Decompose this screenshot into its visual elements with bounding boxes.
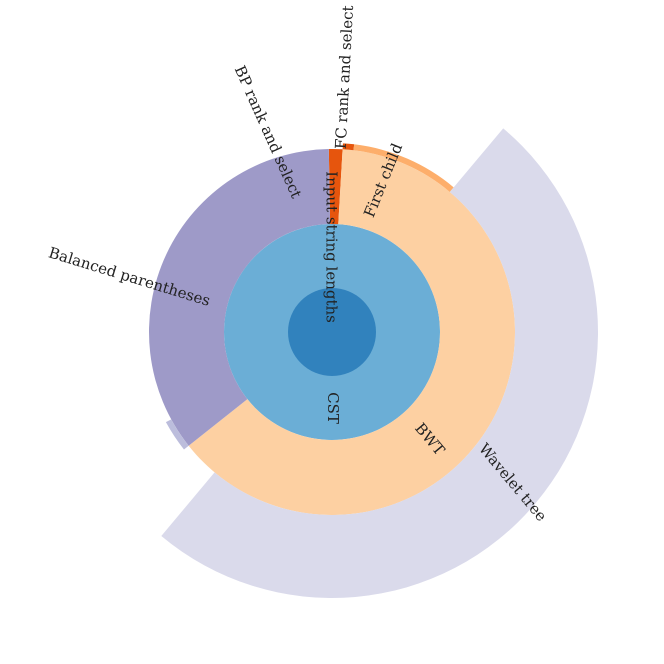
slice-fc-rank-and-select[interactable] <box>342 143 355 151</box>
label-fc-rank-and-select: FC rank and select <box>332 5 358 150</box>
slice-bp-rank-and-select[interactable] <box>165 419 189 450</box>
slice-wavelet-tree[interactable] <box>161 128 598 598</box>
label-cst: CST <box>324 392 342 424</box>
slice-bwt[interactable] <box>188 149 515 515</box>
slice-balanced-parentheses[interactable] <box>148 149 331 446</box>
label-input-string-lengths: Input string lengths <box>323 171 341 323</box>
slice-input-string-lengths[interactable] <box>328 149 343 225</box>
center-disk <box>288 288 376 376</box>
slice-first-child[interactable] <box>353 144 454 192</box>
